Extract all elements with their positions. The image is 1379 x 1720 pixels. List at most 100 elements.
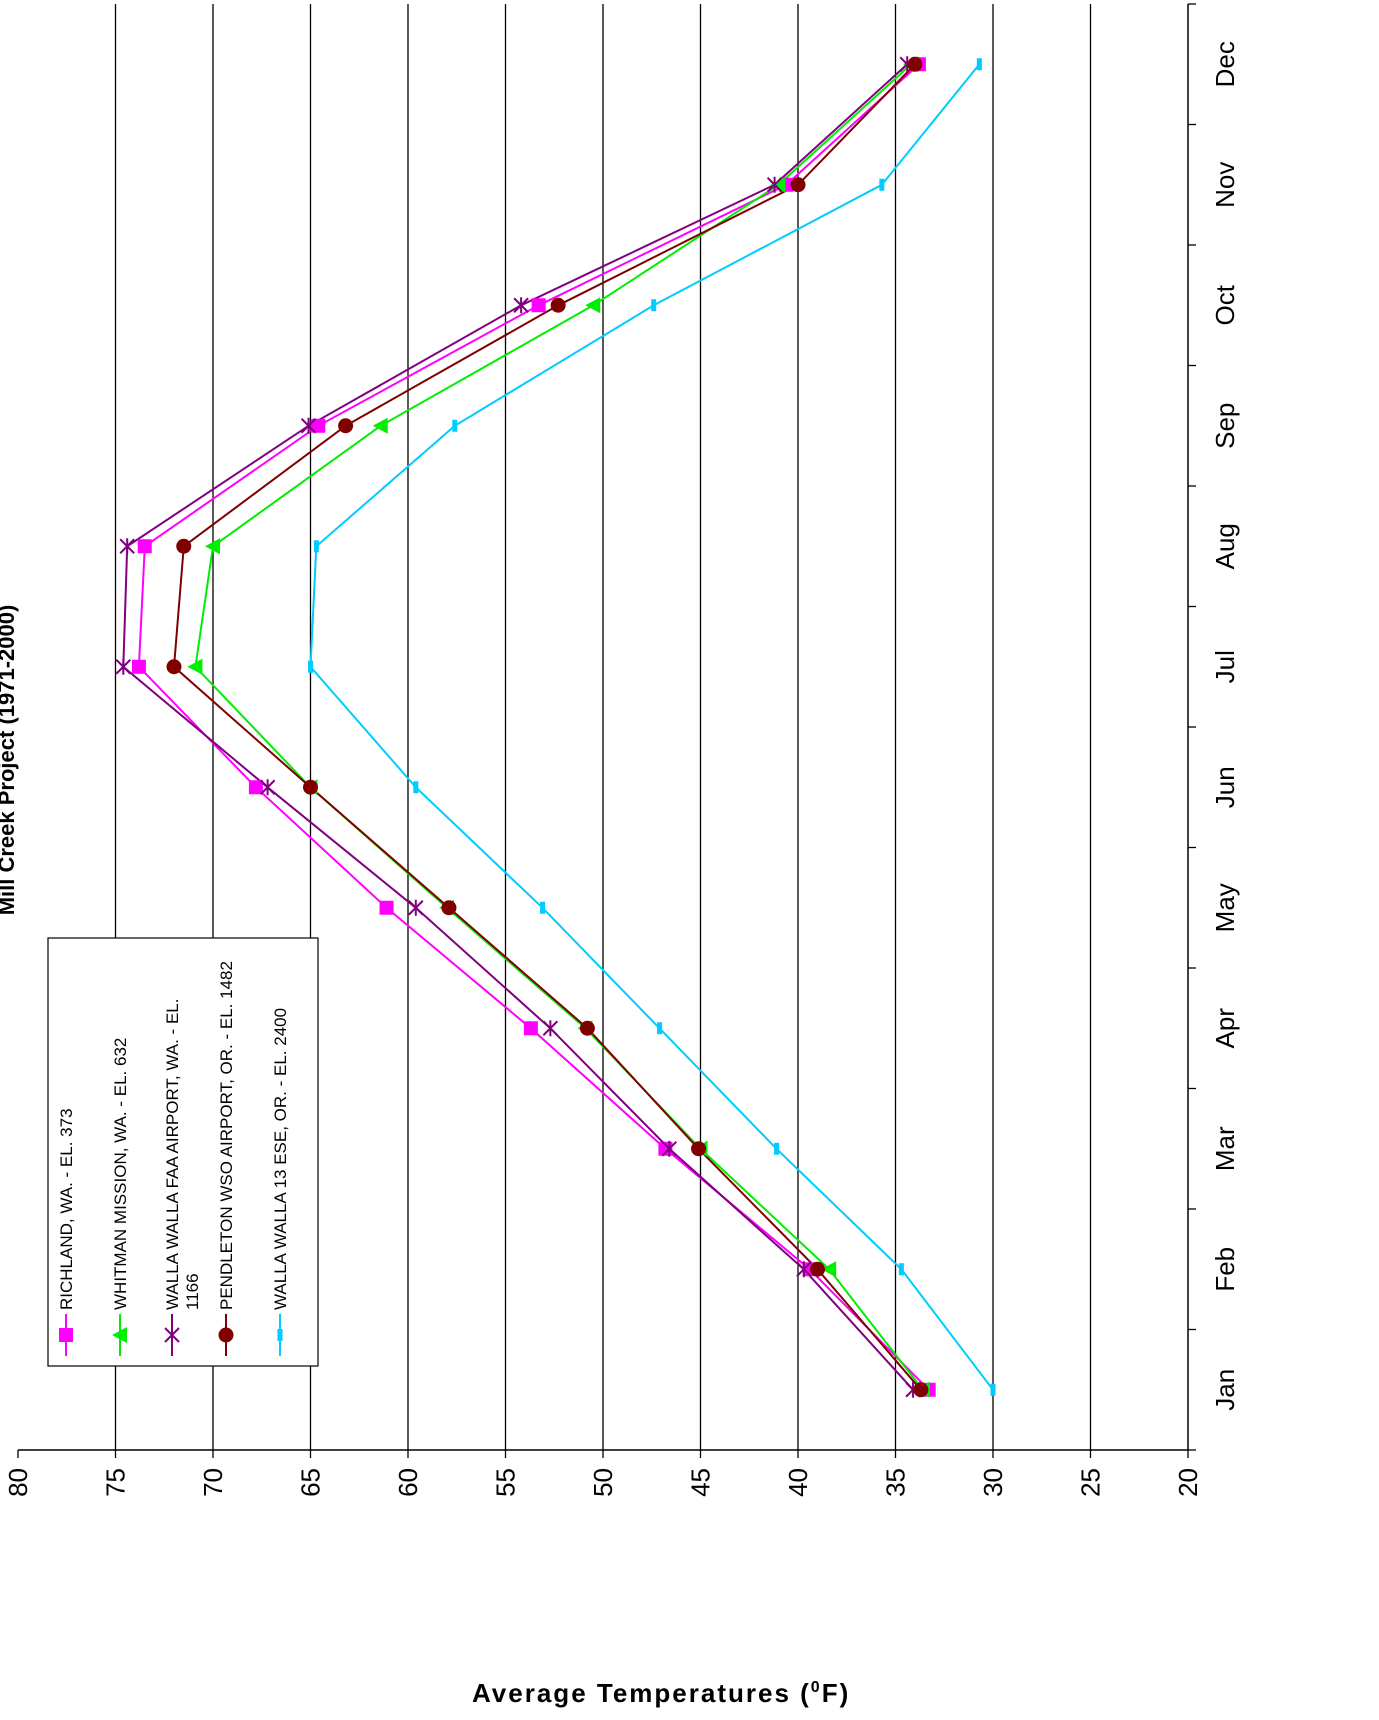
marker-dash <box>774 1142 780 1155</box>
value-tick-group: 20 <box>1173 1468 1203 1497</box>
marker-dash <box>879 178 885 191</box>
value-tick-group: 75 <box>101 1468 131 1497</box>
marker-star <box>300 417 317 434</box>
y-axis-label: Average Temperatures (0F) <box>472 1678 850 1708</box>
value-tick-label: 70 <box>198 1468 228 1497</box>
value-tick-group: 70 <box>198 1468 228 1497</box>
legend-item: WHITMAN MISSION, WA. - EL. 632 <box>111 1038 130 1356</box>
marker-square <box>137 539 152 554</box>
chart-title: Mill Creek Project (1971-2000) <box>0 605 19 916</box>
marker-circle <box>550 297 566 313</box>
legend-label-group: WALLA WALLA FAA AIRPORT, WA. - EL. <box>163 999 182 1310</box>
series-line <box>309 63 994 1391</box>
y-tick-labels: 20 25 30 35 40 45 50 55 60 65 70 75 80 <box>3 1468 1203 1497</box>
value-tick-group: 40 <box>783 1468 813 1497</box>
category-tick-label: Nov <box>1210 162 1240 208</box>
value-tick-label: 35 <box>881 1468 911 1497</box>
category-tick-group: Dec <box>1210 41 1240 87</box>
marker-dash <box>277 1329 283 1341</box>
marker-circle <box>907 56 923 72</box>
marker-star <box>513 297 529 314</box>
marker-triangle <box>372 417 388 434</box>
value-tick-group: 30 <box>978 1468 1008 1497</box>
marker-dash <box>990 1383 996 1396</box>
legend-label: PENDLETON WSO AIRPORT, OR. - EL. 1482 <box>217 961 236 1310</box>
marker-star <box>542 1020 559 1037</box>
value-tick-group: 65 <box>296 1468 326 1497</box>
marker-square <box>131 659 146 674</box>
marker-circle <box>166 659 182 675</box>
legend-item: WALLA WALLA FAA AIRPORT, WA. - EL. 1166 <box>163 999 202 1356</box>
marker-triangle <box>112 1327 127 1343</box>
category-tick-group: Sep <box>1210 403 1240 449</box>
category-tick-group: Jul <box>1210 650 1240 683</box>
category-tick-group: Nov <box>1210 162 1240 208</box>
category-tick-group: Aug <box>1210 523 1240 569</box>
value-tick-label: 20 <box>1173 1468 1203 1497</box>
category-tick-label: Apr <box>1210 1008 1240 1049</box>
marker-square <box>379 900 394 915</box>
category-tick-label: Oct <box>1210 284 1240 325</box>
value-tick-label: 80 <box>3 1468 33 1497</box>
marker-star <box>164 1327 180 1343</box>
legend-item: RICHLAND, WA. - EL. 373 <box>57 1108 76 1356</box>
marker-star <box>119 538 135 555</box>
category-tick-label: Aug <box>1210 523 1240 569</box>
legend-item: PENDLETON WSO AIRPORT, OR. - EL. 1482 <box>217 961 236 1356</box>
legend-label-group: RICHLAND, WA. - EL. 373 <box>57 1108 76 1310</box>
legend-label: WHITMAN MISSION, WA. - EL. 632 <box>111 1038 130 1310</box>
marker-square <box>248 780 263 795</box>
marker-square <box>311 418 326 433</box>
marker-circle <box>441 900 457 916</box>
category-tick-group: Jan <box>1210 1369 1240 1411</box>
marker-square <box>523 1021 538 1036</box>
series-markers <box>115 56 996 1398</box>
series-marker-group <box>308 58 996 1396</box>
category-tick-label: Jul <box>1210 650 1240 683</box>
marker-circle <box>691 1141 707 1157</box>
marker-circle <box>810 1261 825 1277</box>
axes <box>17 3 1196 1458</box>
value-tick-label: 55 <box>491 1468 521 1497</box>
value-tick-label: 60 <box>393 1468 423 1497</box>
series-marker-group <box>166 56 929 1398</box>
value-tick-group: 55 <box>491 1468 521 1497</box>
value-tick-label: 30 <box>978 1468 1008 1497</box>
marker-star <box>408 899 424 916</box>
marker-square <box>59 1328 73 1342</box>
legend-label: WALLA WALLA FAA AIRPORT, WA. - EL. <box>163 999 182 1310</box>
legend-label: RICHLAND, WA. - EL. 373 <box>57 1108 76 1310</box>
category-tick-label: Feb <box>1210 1247 1240 1292</box>
marker-star <box>115 658 132 675</box>
legend-label-group: 1166 <box>183 1273 202 1310</box>
marker-star <box>259 779 276 796</box>
value-tick-label: 40 <box>783 1468 813 1497</box>
marker-circle <box>913 1382 929 1398</box>
x-tick-labels: Jan Feb Mar Apr May Jun Jul Aug Sep Oct Nov Dec <box>1210 41 1240 1411</box>
value-tick-group: 80 <box>3 1468 33 1497</box>
marker-dash <box>898 1263 904 1276</box>
category-tick-group: Feb <box>1210 1247 1240 1292</box>
marker-star <box>796 1261 812 1278</box>
marker-dash <box>657 1022 663 1035</box>
legend-label-group: WHITMAN MISSION, WA. - EL. 632 <box>111 1038 130 1310</box>
legend-label-group: PENDLETON WSO AIRPORT, OR. - EL. 1482 <box>217 961 236 1310</box>
marker-circle <box>303 779 318 795</box>
marker-circle <box>218 1327 234 1343</box>
marker-triangle <box>585 297 601 314</box>
legend: RICHLAND, WA. - EL. 373 WHITMAN MISSION, … <box>47 937 319 1367</box>
legend-box <box>47 937 319 1367</box>
marker-triangle <box>770 176 786 193</box>
value-tick-label: 75 <box>101 1468 131 1497</box>
value-tick-group: 35 <box>881 1468 911 1497</box>
category-tick-group: Oct <box>1210 284 1240 325</box>
legend-label: WALLA WALLA 13 ESE, OR. - EL. 2400 <box>271 1008 290 1310</box>
marker-dash <box>313 540 319 553</box>
marker-circle <box>338 418 354 434</box>
marker-circle <box>176 538 192 554</box>
marker-dash <box>976 58 982 71</box>
series-line <box>122 63 914 1391</box>
series-line <box>137 63 930 1391</box>
category-tick-label: May <box>1210 883 1240 932</box>
